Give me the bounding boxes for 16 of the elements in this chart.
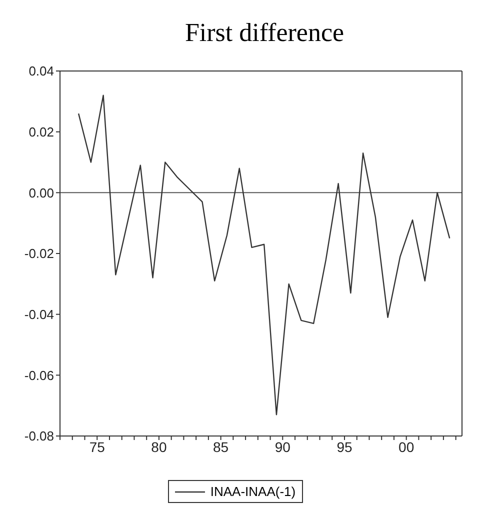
y-tick-label: 0.04	[28, 64, 54, 79]
line-series	[78, 94, 450, 416]
y-tick-label: 0.02	[28, 124, 54, 140]
x-tick-label: 90	[274, 438, 291, 455]
x-tick-label: 85	[213, 438, 229, 455]
x-tick-label: 95	[336, 438, 352, 455]
x-tick-label: 75	[89, 438, 106, 455]
x-tick-label: 80	[151, 438, 167, 455]
y-tick-label: -0.06	[24, 368, 54, 383]
y-tick-label: 0.00	[28, 185, 54, 200]
chart-title: First difference	[184, 17, 346, 49]
y-tick-label: -0.04	[24, 306, 54, 322]
x-tick-label: 00	[398, 438, 414, 455]
y-tick-label: -0.08	[24, 428, 54, 444]
y-tick-label: -0.02	[24, 246, 54, 262]
legend-label: INAA-INAA(-1)	[210, 484, 296, 499]
